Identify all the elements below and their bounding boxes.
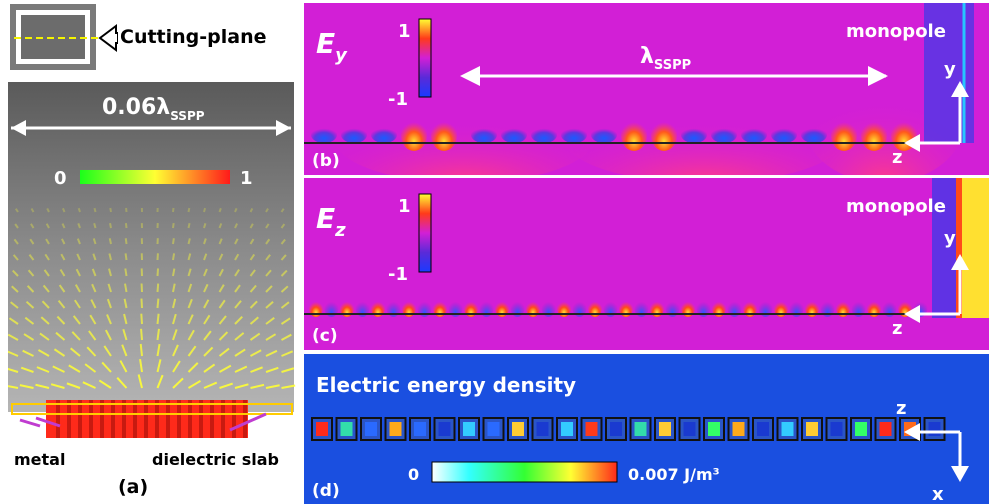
panel-b-tag: (b) xyxy=(312,151,340,171)
panel-ez: Ez 1 -1 monopole y z (c) xyxy=(304,178,989,350)
dielectric-slab xyxy=(11,403,293,415)
energy-title: Electric energy density xyxy=(316,373,576,397)
axis-z-d: z xyxy=(896,398,906,419)
dielectric-label: dielectric slab xyxy=(152,450,279,469)
monopole-label-c: monopole xyxy=(846,196,946,217)
panel-a-tag: (a) xyxy=(118,476,149,498)
colorbar-ez xyxy=(418,193,432,273)
cb-max-energy: 0.007 J/m³ xyxy=(628,465,720,484)
axis-z-b: z xyxy=(892,147,902,168)
metal-label: metal xyxy=(14,450,66,469)
width-label: 0.06λSSPP xyxy=(102,95,205,123)
cross-section-panel: 0.06λSSPP 0 1 xyxy=(8,82,296,438)
cb-max-ey: 1 xyxy=(398,21,411,42)
scale-min-a: 0 xyxy=(54,168,67,189)
scale-max-a: 1 xyxy=(240,168,253,189)
cb-max-ez: 1 xyxy=(398,196,411,217)
ey-title: Ey xyxy=(316,27,348,66)
axis-y-b: y xyxy=(944,59,956,80)
scale-bar-a xyxy=(80,170,230,184)
axis-z-c: z xyxy=(892,318,902,339)
panel-energy: Electric energy density 0 0.007 J/m³ z x… xyxy=(304,354,989,504)
cb-min-energy: 0 xyxy=(408,465,419,484)
panel-d-tag: (d) xyxy=(312,481,340,501)
cutting-plane-label: Cutting-plane xyxy=(120,26,267,48)
lambda-label: λSSPP xyxy=(640,44,691,73)
axis-y-c: y xyxy=(944,228,956,249)
colorbar-ey xyxy=(418,18,432,98)
panel-ey: Ey 1 -1 λSSPP monopole y z (b) xyxy=(304,3,989,175)
ez-title: Ez xyxy=(316,202,346,241)
axis-x-d: x xyxy=(932,484,944,504)
monopole-label-b: monopole xyxy=(846,21,946,42)
panel-c-tag: (c) xyxy=(312,326,338,346)
colorbar-energy xyxy=(431,461,618,483)
field-arrows xyxy=(8,207,296,389)
cutting-plane-icon xyxy=(10,4,118,70)
cb-min-ez: -1 xyxy=(388,264,408,285)
cb-min-ey: -1 xyxy=(388,89,408,110)
